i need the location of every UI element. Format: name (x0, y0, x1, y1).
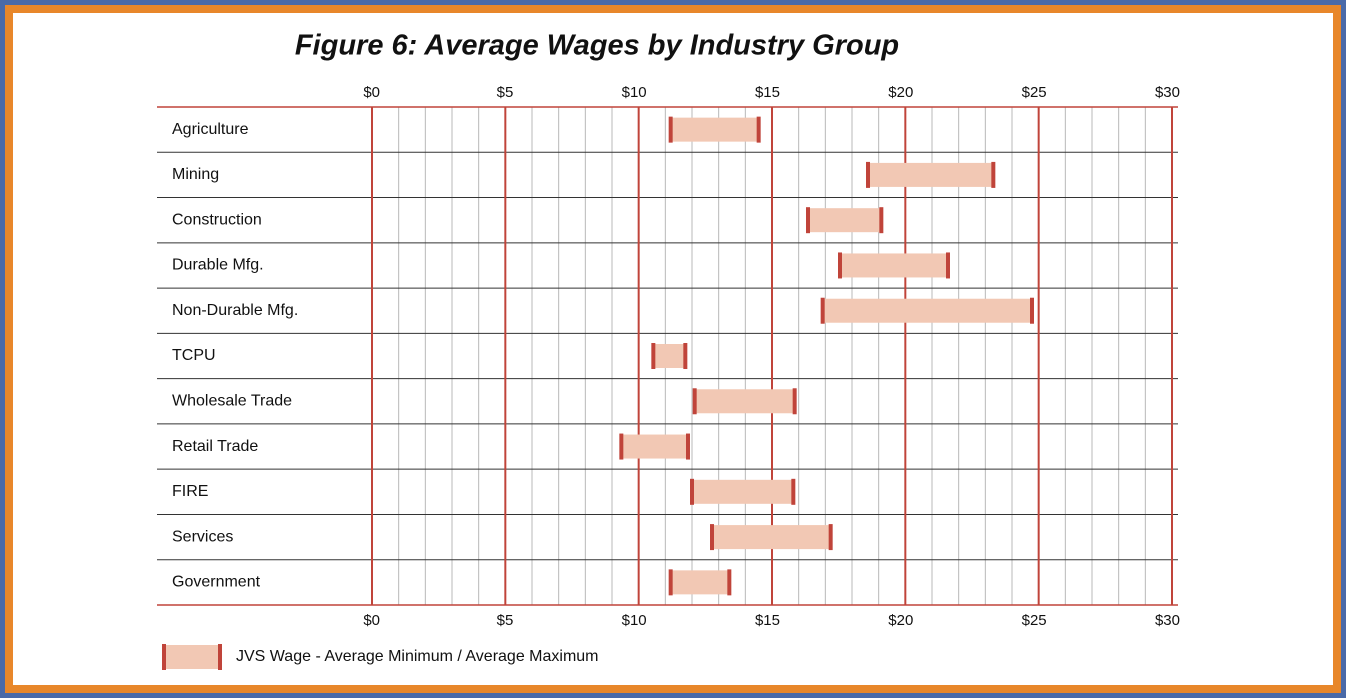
category-label: Wholesale Trade (172, 392, 292, 409)
x-tick-label: $5 (497, 612, 514, 629)
min-cap (820, 297, 825, 324)
category-label: Services (172, 528, 233, 545)
category-label: Retail Trade (172, 438, 258, 455)
x-tick-label: $15 (755, 612, 780, 629)
min-cap (690, 478, 694, 505)
range-bar (621, 434, 688, 459)
x-tick-label: $0 (363, 612, 380, 629)
legend-swatch (162, 645, 222, 669)
max-cap (683, 343, 688, 369)
x-tick-label: $25 (1022, 84, 1047, 101)
range-bar (670, 570, 730, 595)
max-cap (828, 524, 833, 551)
min-cap (619, 433, 624, 460)
category-label: Agriculture (172, 121, 249, 138)
max-cap (686, 433, 690, 460)
category-label: Durable Mfg. (172, 257, 264, 274)
range-bar (692, 479, 794, 504)
min-cap (866, 161, 870, 188)
min-cap (692, 388, 697, 415)
range-bar (670, 117, 759, 142)
category-label: Non-Durable Mfg. (172, 302, 298, 319)
legend-label: JVS Wage - Average Minimum / Average Max… (236, 648, 599, 665)
x-tick-label: $30 (1155, 612, 1180, 629)
category-label: Construction (172, 211, 262, 228)
range-bar (868, 162, 994, 187)
x-tick-label: $5 (497, 84, 514, 101)
x-tick-label: $25 (1022, 612, 1047, 629)
min-cap (710, 524, 714, 551)
max-cap (791, 478, 796, 505)
min-cap (651, 343, 656, 369)
category-label: Mining (172, 166, 219, 183)
range-bar (694, 389, 795, 414)
category-label: Government (172, 574, 261, 591)
max-cap (756, 116, 761, 143)
min-cap (838, 252, 842, 279)
x-tick-label: $15 (755, 84, 780, 101)
min-cap (806, 207, 810, 234)
legend-cap (162, 644, 166, 670)
min-cap (668, 569, 673, 596)
x-tick-label: $10 (622, 84, 647, 101)
range-bar (822, 298, 1032, 323)
x-tick-label: $0 (363, 84, 380, 101)
range-bar (712, 525, 831, 550)
legend-cap (218, 644, 222, 670)
min-cap (668, 116, 673, 143)
max-cap (727, 569, 732, 596)
x-tick-label: $10 (622, 612, 647, 629)
range-bar (808, 208, 882, 233)
max-cap (946, 252, 950, 279)
x-tick-label: $20 (888, 84, 913, 101)
max-cap (991, 161, 996, 188)
max-cap (879, 207, 884, 234)
max-cap (792, 388, 797, 415)
category-label: TCPU (172, 347, 216, 364)
range-bar (653, 344, 686, 368)
max-cap (1030, 297, 1034, 324)
x-tick-label: $20 (888, 612, 913, 629)
range-bar (840, 253, 948, 278)
category-label: FIRE (172, 483, 208, 500)
chart-title: Figure 6: Average Wages by Industry Grou… (295, 30, 899, 62)
x-tick-label: $30 (1155, 84, 1180, 101)
